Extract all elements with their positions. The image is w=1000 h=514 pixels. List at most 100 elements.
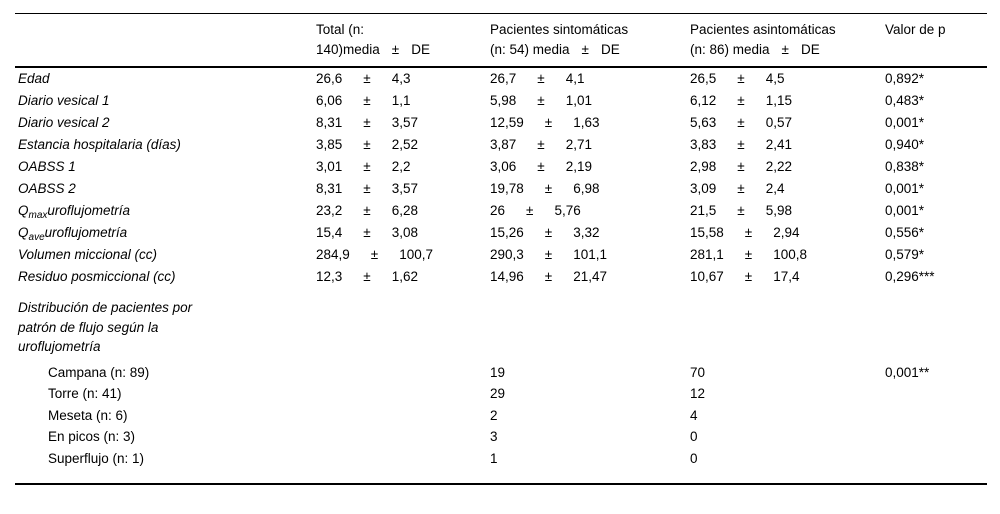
row-label: Qmaxuroflujometría — [15, 200, 316, 222]
sd-value: 1,62 — [391, 269, 418, 284]
asintomaticas-header-de: DE — [800, 41, 820, 57]
column-header-sintomaticas: Pacientes sintomáticas (n: 54) media ± D… — [490, 20, 690, 59]
table-row-diario-vesical-1: Diario vesical 1 6,06 ±1,1 5,98 ±1,01 6,12… — [15, 90, 987, 112]
asintomaticas-header-line2: (n: 86) media ± DE — [690, 40, 885, 60]
asintomaticas-cell: 5,63 ±0,57 — [690, 112, 885, 134]
asintomaticas-cell: 281,1 ±100,8 — [690, 244, 885, 266]
sd-value: 2,22 — [765, 159, 792, 174]
asintomaticas-count: 0 — [690, 429, 698, 444]
plus-minus-symbol: ± — [744, 269, 753, 284]
row-label: Edad — [18, 71, 50, 86]
table-row-estancia-hospitalaria: Estancia hospitalaria (días) 3,85 ±2,52 3… — [15, 134, 987, 156]
sd-value: 1,63 — [573, 115, 600, 130]
asintomaticas-cell: 21,5 ±5,98 — [690, 200, 885, 222]
mean-value: 3,87 — [490, 137, 517, 152]
sintomaticas-header-n: (n: 54) media — [490, 41, 570, 57]
asintomaticas-cell: 3,83 ±2,41 — [690, 134, 885, 156]
mean-value: 6,06 — [316, 93, 343, 108]
mean-value: 10,67 — [690, 269, 724, 284]
p-value: 0,940* — [885, 137, 925, 152]
mean-value: 281,1 — [690, 247, 724, 262]
asintomaticas-count: 4 — [690, 407, 698, 423]
table-row-campana: Campana (n: 89) 19 70 0,001** — [15, 357, 987, 384]
subscript-max: max — [28, 210, 48, 221]
plus-minus-symbol: ± — [737, 115, 745, 130]
row-label: Diario vesical 1 — [18, 93, 110, 108]
plus-minus-symbol: ± — [363, 181, 371, 196]
plus-minus-symbol: ± — [737, 137, 745, 152]
sd-value: 17,4 — [773, 269, 800, 284]
sd-value: 0,57 — [765, 115, 792, 130]
subscript-ave: ave — [28, 232, 45, 243]
sd-value: 1,15 — [765, 93, 792, 108]
sd-value: 5,98 — [765, 203, 792, 218]
sintomaticas-cell: 15,26 ±3,32 — [490, 222, 690, 244]
row-label: Estancia hospitalaria (días) — [18, 137, 181, 152]
plus-minus-symbol: ± — [363, 203, 371, 218]
plus-minus-symbol: ± — [391, 41, 400, 57]
mean-value: 14,96 — [490, 269, 524, 284]
p-value: 0,296*** — [885, 269, 935, 284]
plus-minus-symbol: ± — [744, 247, 753, 262]
sintomaticas-header-line2: (n: 54) media ± DE — [490, 40, 690, 60]
table-row-oabss-2: OABSS 2 8,31 ±3,57 19,78 ±6,98 3,09 ±2,4 0,… — [15, 178, 987, 200]
sintomaticas-cell: 26,7 ±4,1 — [490, 68, 690, 90]
total-header-n: 140)media — [316, 41, 380, 57]
row-label: Volumen miccional (cc) — [18, 247, 158, 262]
sintomaticas-header-de: DE — [600, 41, 620, 57]
row-label: OABSS 1 — [18, 159, 76, 174]
sd-value: 101,1 — [573, 247, 608, 262]
sd-value: 3,57 — [391, 181, 418, 196]
total-cell: 8,31 ±3,57 — [316, 178, 490, 200]
asintomaticas-header-n: (n: 86) media — [690, 41, 770, 57]
table-row-edad: Edad 26,6 ±4,3 26,7 ±4,1 26,5 ±4,5 0,892* — [15, 68, 987, 90]
asintomaticas-cell: 15,58 ±2,94 — [690, 222, 885, 244]
column-header-total: Total (n: 140)media ± DE — [316, 20, 490, 59]
plus-minus-symbol: ± — [744, 225, 753, 240]
mean-value: 12,3 — [316, 269, 343, 284]
plus-minus-symbol: ± — [526, 203, 534, 218]
plus-minus-symbol: ± — [363, 93, 371, 108]
plus-minus-symbol: ± — [737, 203, 745, 218]
total-cell: 26,6 ±4,3 — [316, 68, 490, 90]
row-label: Diario vesical 2 — [18, 115, 110, 130]
p-value: 0,579* — [885, 247, 925, 262]
total-header-line2: 140)media ± DE — [316, 40, 490, 60]
sd-value: 2,41 — [765, 137, 792, 152]
mean-value: 2,98 — [690, 159, 717, 174]
asintomaticas-cell: 2,98 ±2,22 — [690, 156, 885, 178]
sintomaticas-count: 3 — [490, 429, 498, 444]
sintomaticas-header-line1: Pacientes sintomáticas — [490, 22, 629, 37]
sd-value: 1,01 — [565, 93, 592, 108]
mean-value: 15,58 — [690, 225, 724, 240]
sd-value: 5,76 — [554, 203, 581, 218]
sd-value: 4,1 — [565, 71, 585, 86]
plus-minus-symbol: ± — [737, 71, 745, 86]
mean-value: 5,98 — [490, 93, 517, 108]
table-row-oabss-1: OABSS 1 3,01 ±2,2 3,06 ±2,19 2,98 ±2,22 0,8… — [15, 156, 987, 178]
mean-value: 3,83 — [690, 137, 717, 152]
mean-value: 26 — [490, 203, 506, 218]
total-cell: 6,06 ±1,1 — [316, 90, 490, 112]
sd-value: 6,28 — [391, 203, 418, 218]
sd-value: 100,7 — [399, 247, 434, 262]
sintomaticas-cell: 3,87 ±2,71 — [490, 134, 690, 156]
plus-minus-symbol: ± — [544, 247, 553, 262]
row-label: En picos (n: 3) — [48, 429, 136, 444]
row-label: Torre (n: 41) — [48, 386, 122, 401]
table-row-diario-vesical-2: Diario vesical 2 8,31 ±3,57 12,59 ±1,63 5,… — [15, 112, 987, 134]
plus-minus-symbol: ± — [544, 225, 553, 240]
column-header-asintomaticas: Pacientes asintomáticas (n: 86) media ± … — [690, 20, 885, 59]
sd-value: 2,2 — [391, 159, 411, 174]
mean-value: 5,63 — [690, 115, 717, 130]
sintomaticas-count: 1 — [490, 450, 498, 466]
p-value: 0,001* — [885, 181, 925, 196]
sd-value: 2,94 — [773, 225, 800, 240]
row-label: Meseta (n: 6) — [48, 407, 128, 423]
table-row-qmax-uroflujometria: Qmaxuroflujometría 23,2 ±6,28 26 ±5,76 21,… — [15, 200, 987, 222]
mean-value: 8,31 — [316, 181, 343, 196]
table-row-en-picos: En picos (n: 3) 3 0 — [15, 426, 987, 448]
results-table: Total (n: 140)media ± DE Pacientes sinto… — [15, 13, 987, 485]
p-value: 0,483* — [885, 93, 925, 108]
total-header-line1: Total (n: — [316, 22, 365, 37]
